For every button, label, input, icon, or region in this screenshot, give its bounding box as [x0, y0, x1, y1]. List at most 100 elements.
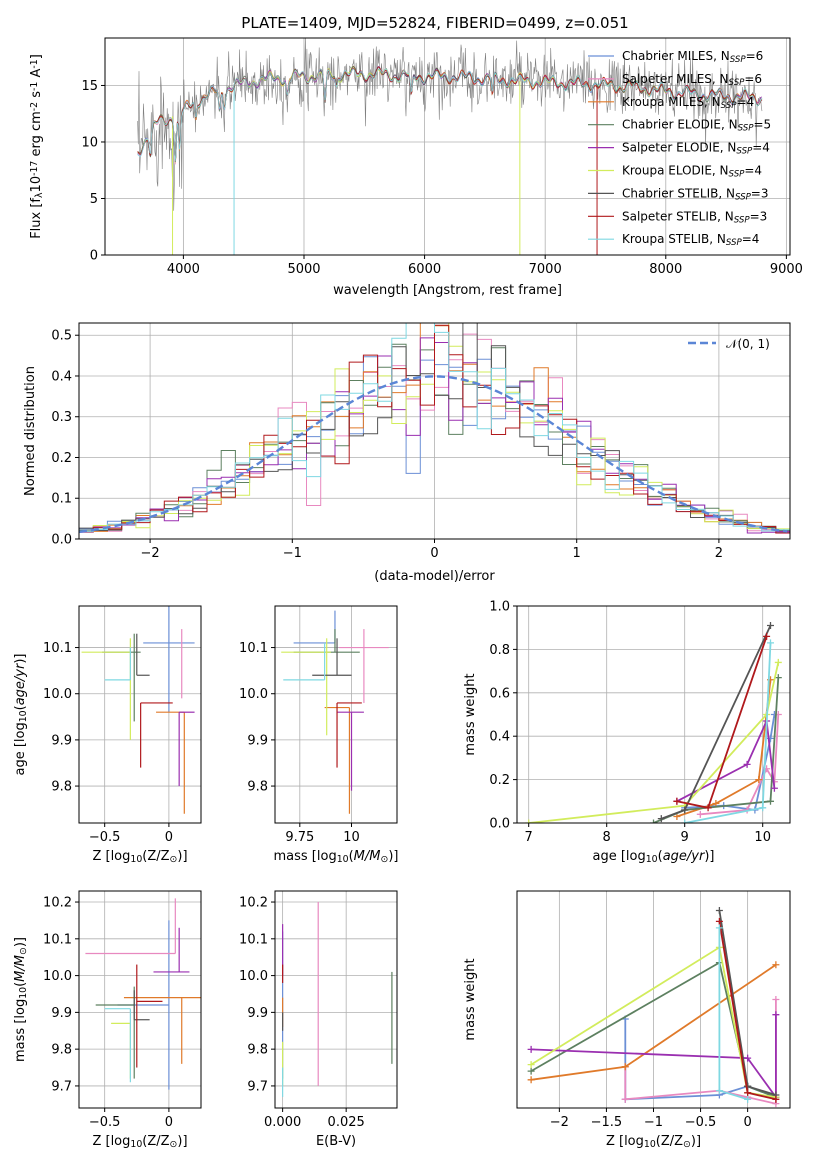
observed-spectrum-line: [137, 38, 763, 211]
axes-frame: [274, 605, 398, 824]
weight-marker: [696, 810, 704, 818]
weight-marker: [767, 622, 774, 630]
weight-marker: [527, 1045, 535, 1053]
weight-marker: [650, 819, 657, 823]
y-tick-label: 9.8: [51, 780, 72, 795]
y-tick-label: 0.6: [489, 686, 510, 701]
weight-marker: [715, 917, 723, 925]
axes-frame: [274, 890, 398, 1109]
y-tick-label: 9.8: [247, 1043, 268, 1058]
y-tick-label: 0.2: [489, 773, 510, 788]
x-tick-label: −0.5: [89, 1115, 121, 1130]
y-tick-label: 0.8: [489, 643, 510, 658]
y-tick-label: 0.1: [51, 492, 72, 507]
spectrum-plot: [137, 38, 763, 255]
mass_vs_ebv-plot: [282, 902, 393, 1097]
x-tick-label: 10: [754, 830, 771, 845]
y-tick-label: 1.0: [489, 600, 510, 615]
weight-marker: [704, 804, 712, 812]
weight-marker: [772, 1011, 780, 1019]
mass_vs_Z-plot: [85, 898, 201, 1090]
weight-line-6: [530, 945, 777, 1099]
weight-marker: [681, 806, 689, 814]
figure-title: PLATE=1409, MJD=52824, FIBERID=0499, z=0…: [241, 14, 628, 32]
y-axis-label: Flux [fλ10-17 erg cm-2 s-1 A-1]: [29, 54, 45, 239]
y-axis-label: mass weight: [463, 958, 478, 1040]
weight-marker: [712, 799, 720, 807]
y-tick-label: 10.1: [239, 932, 268, 947]
x-tick-label: 9.75: [285, 830, 314, 845]
x-tick-label: −1: [644, 1115, 663, 1130]
weight-marker: [767, 639, 774, 647]
residuals-plot: [79, 323, 790, 535]
y-tick-label: 0.0: [489, 817, 510, 832]
weight-line-5: [676, 717, 776, 803]
weight-marker: [681, 819, 689, 823]
normal-curve: [79, 375, 788, 534]
x-tick-label: 6000: [408, 262, 441, 277]
weight-marker: [743, 760, 751, 768]
legend-label: Kroupa STELIB, NSSP=4: [622, 232, 759, 248]
x-tick-label: 5000: [287, 262, 320, 277]
weight-marker: [621, 1063, 629, 1071]
weight-marker: [770, 784, 778, 792]
y-tick-label: 0.4: [51, 369, 72, 384]
y-tick-label: 9.7: [247, 1079, 268, 1094]
weight-marker: [715, 907, 723, 915]
y-tick-label: 0: [90, 249, 98, 264]
y-tick-label: 10.2: [43, 896, 72, 911]
x-axis-label: E(B-V): [316, 1134, 356, 1149]
y-tick-label: 5: [90, 192, 98, 207]
weight-line-7: [660, 625, 772, 820]
legend-label: Chabrier MILES, NSSP=6: [622, 49, 763, 65]
weight-marker: [621, 1095, 629, 1103]
mass_vs_ebv-axes: 0.000 0.025 9.7 9.8 9.9 10.0 10.1 10.2 E(B-V): [239, 890, 398, 1149]
x-axis-label: Z [log10(Z/Z⊙)]: [606, 1134, 701, 1150]
x-tick-label: −0.5: [89, 830, 121, 845]
x-axis-label: Z [log10(Z/Z⊙)]: [92, 1134, 187, 1150]
legend-label: Chabrier STELIB, NSSP=3: [622, 186, 769, 202]
x-tick-label: 4000: [167, 262, 200, 277]
y-axis-label: mass weight: [463, 673, 478, 755]
weight-line-6: [528, 662, 780, 823]
weight_vs_Z-plot: [527, 907, 780, 1108]
plots-layer: 4000 5000 6000 7000 8000 9000051015wavelength…: [13, 37, 803, 1150]
x-tick-label: −1: [283, 546, 302, 561]
x-tick-label: 0.025: [328, 1115, 365, 1130]
mass_vs_Z-axes: −0.5 0 9.7 9.8 9.9 10.0 10.1 10.2 Z [log10(Z/Z⊙)…: [13, 890, 202, 1150]
weight-marker: [527, 1067, 535, 1075]
weight-marker: [744, 1054, 752, 1062]
y-axis-label: age [log10(age/yr)]: [13, 653, 29, 775]
x-axis-label: (data-model)/error: [374, 569, 495, 584]
y-tick-label: 9.9: [51, 1006, 72, 1021]
x-axis-label: age [log10(age/yr)]: [592, 849, 714, 865]
spectrum-axes: 4000 5000 6000 7000 8000 9000 0 5 10 15 wavelength…: [29, 37, 803, 298]
weight-marker: [744, 1095, 752, 1103]
x-tick-label: 10: [343, 830, 360, 845]
weight-marker: [715, 1087, 723, 1095]
x-axis-label: wavelength [Angstrom, rest frame]: [333, 283, 562, 298]
x-tick-label: 0: [165, 1115, 173, 1130]
spectrum-legend: Chabrier MILES, NSSP=6 Salpeter MILES, NS…: [588, 49, 771, 248]
x-tick-label: −0.5: [685, 1115, 717, 1130]
weight-marker: [774, 674, 782, 682]
y-tick-label: 0.2: [51, 451, 72, 466]
x-tick-label: 8000: [649, 262, 682, 277]
weight-marker: [744, 1089, 752, 1097]
y-tick-label: 10.0: [239, 687, 268, 702]
weight_vs_Z-axes: −2 −1.5 −1 −0.5 0 Z [log10(Z/Z⊙)] mass weight: [463, 890, 791, 1150]
x-tick-label: 2: [715, 546, 723, 561]
legend-label: Salpeter ELODIE, NSSP=4: [622, 141, 770, 157]
weight-line-5: [531, 1014, 777, 1100]
y-tick-label: 10.1: [43, 641, 72, 656]
weight-marker: [772, 961, 780, 969]
weight-marker: [527, 1061, 535, 1069]
weight-marker: [774, 658, 782, 666]
x-tick-label: 7000: [529, 262, 562, 277]
weight-marker: [657, 815, 665, 823]
y-tick-label: 10.0: [43, 687, 72, 702]
y-tick-label: 10.0: [239, 969, 268, 984]
legend-label: 𝒩(0, 1): [726, 337, 770, 351]
y-tick-label: 10.2: [239, 896, 268, 911]
